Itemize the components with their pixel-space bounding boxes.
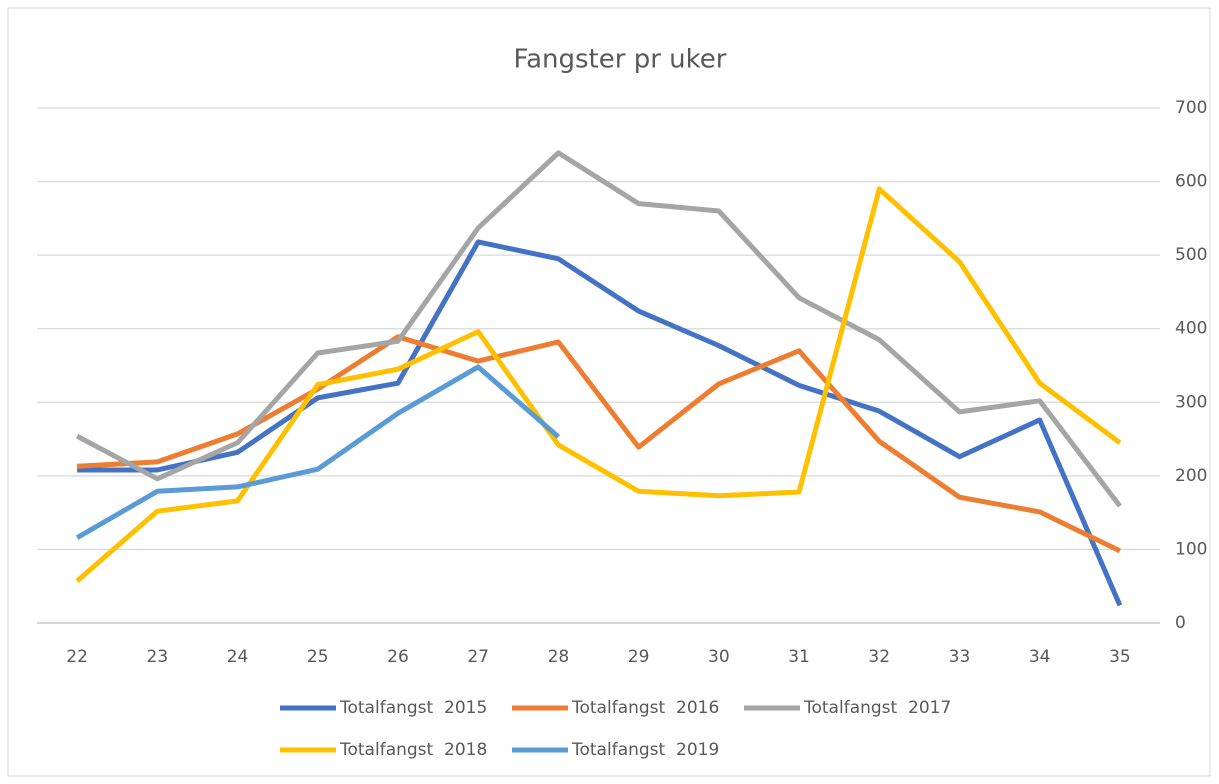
series-line xyxy=(75,364,561,540)
x-tick-label: 26 xyxy=(387,647,409,667)
x-tick-label: 22 xyxy=(66,647,88,667)
x-tick-label: 30 xyxy=(708,647,730,667)
y-tick-label: 500 xyxy=(1175,245,1207,265)
y-tick-label: 700 xyxy=(1175,98,1207,118)
x-tick-label: 33 xyxy=(949,647,971,667)
x-tick-label: 34 xyxy=(1029,647,1051,667)
y-tick-label: 100 xyxy=(1175,539,1207,559)
y-tick-label: 200 xyxy=(1175,466,1207,486)
chart-frame xyxy=(7,7,1211,777)
x-tick-label: 24 xyxy=(227,647,249,667)
legend-label: Totalfangst 2017 xyxy=(803,698,951,718)
x-tick-label: 28 xyxy=(548,647,570,667)
y-tick-label: 600 xyxy=(1175,172,1207,192)
legend-label: Totalfangst 2016 xyxy=(571,698,719,718)
chart-title: Fangster pr uker xyxy=(514,45,727,75)
legend-label: Totalfangst 2018 xyxy=(339,740,487,760)
legend-label: Totalfangst 2019 xyxy=(571,740,719,760)
x-tick-label: 25 xyxy=(307,647,329,667)
y-tick-label: 0 xyxy=(1175,613,1186,633)
y-tick-label: 300 xyxy=(1175,392,1207,412)
x-tick-label: 23 xyxy=(147,647,169,667)
x-tick-label: 29 xyxy=(628,647,650,667)
y-tick-label: 400 xyxy=(1175,319,1207,339)
x-tick-label: 27 xyxy=(467,647,489,667)
series-line xyxy=(77,239,1123,607)
series-line xyxy=(75,150,1122,508)
x-tick-label: 32 xyxy=(868,647,890,667)
x-tick-label: 35 xyxy=(1109,647,1131,667)
x-tick-label: 31 xyxy=(788,647,810,667)
legend-label: Totalfangst 2015 xyxy=(339,698,487,718)
